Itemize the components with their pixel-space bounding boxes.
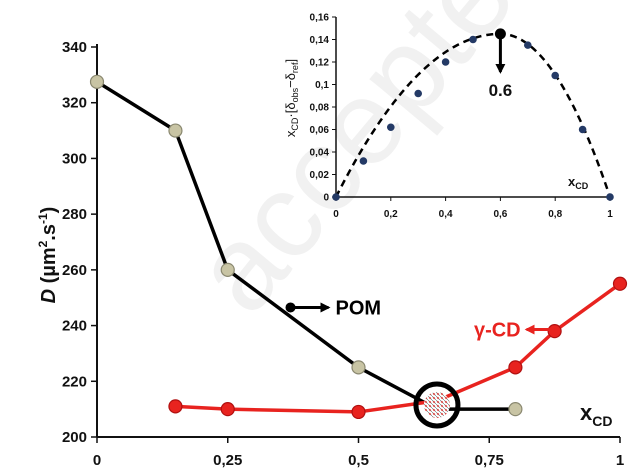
data-point xyxy=(508,402,523,417)
y-tick-label: 220 xyxy=(62,373,87,390)
inset-y-tick-label: 0,16 xyxy=(310,13,330,24)
data-point xyxy=(89,74,105,89)
main-tick-labels: 200 220 240 260 280 300 320 340 0 0,25 0,5 0,75 1 xyxy=(62,39,624,469)
inset-annotations: 0.6 xyxy=(489,28,513,100)
x-tick-label: 1 xyxy=(616,452,624,469)
inset-y-tick-label: 0,1 xyxy=(315,80,329,91)
y-axis-symbol: D xyxy=(38,289,60,303)
inset-x-tick-label: 0,6 xyxy=(493,209,507,220)
data-point xyxy=(168,399,183,414)
inset-y-tick-label: 0,06 xyxy=(310,125,330,136)
inset-data-point xyxy=(414,89,423,98)
inset-data-point xyxy=(387,123,395,132)
inset-data-point xyxy=(578,125,587,134)
y-axis-label: D (µm2.s-1) xyxy=(36,207,60,304)
data-point xyxy=(508,360,523,375)
gamma-cd-label: γ-CD xyxy=(474,320,521,342)
watermark-text: accepted xyxy=(167,0,583,337)
inset-data-point xyxy=(441,58,450,66)
data-point xyxy=(612,276,628,291)
inset-data-point xyxy=(551,71,559,80)
x-tick-label: 0,75 xyxy=(475,452,504,469)
series-line-pom xyxy=(96,80,516,411)
inset-y-tick-label: 0 xyxy=(323,193,329,204)
x-tick-label: 0 xyxy=(93,452,101,469)
inset-x-tick-label: 0,4 xyxy=(439,209,453,220)
y-tick-label: 240 xyxy=(62,318,87,335)
inset-data-point xyxy=(359,157,368,165)
y-tick-label: 340 xyxy=(62,39,87,56)
data-point xyxy=(351,404,366,420)
inset-data-point xyxy=(469,35,477,44)
data-point xyxy=(547,324,562,339)
y-tick-label: 200 xyxy=(62,429,87,446)
y-tick-label: 320 xyxy=(62,95,87,112)
data-point xyxy=(220,262,235,277)
x-tick-label: 0,5 xyxy=(348,452,369,469)
main-annotations: POM γ-CD xyxy=(285,297,555,429)
inset-x-tick-label: 0,2 xyxy=(384,209,398,220)
data-point xyxy=(168,123,183,138)
inset-y-tick-label: 0,12 xyxy=(310,58,330,69)
y-tick-label: 260 xyxy=(62,262,87,279)
y-tick-label: 280 xyxy=(62,206,87,223)
main-axes xyxy=(91,44,621,443)
overlap-fill xyxy=(423,391,450,418)
inset-y-axis-label: xCD·[δobs−δref] xyxy=(283,59,300,137)
inset-x-tick-label: 0 xyxy=(333,209,339,220)
inset-y-tick-label: 0,04 xyxy=(310,148,330,159)
inset-x-tick-label: 0,8 xyxy=(548,209,562,220)
highlight-circle xyxy=(413,381,461,429)
inset-x-tick-label: 1 xyxy=(607,209,613,220)
inset-x-axis-label: xCD xyxy=(568,174,589,191)
inset-tick-labels: 0 0,02 0,04 0,06 0,08 0,1 0,12 0,14 0,16 0 0,2 0,4 0… xyxy=(310,13,614,221)
main-plot: 200 220 240 260 280 300 320 340 0 0,25 0,5 0,75 1 PO… xyxy=(62,39,628,469)
data-point xyxy=(351,360,366,375)
inset-peak-label: 0.6 xyxy=(489,81,513,100)
inset-y-tick-label: 0,08 xyxy=(310,103,330,114)
inset-fit-curve xyxy=(334,32,612,198)
inset-peak-dot xyxy=(494,28,506,40)
inset-data-point xyxy=(606,193,614,201)
inset-plot: 0 0,02 0,04 0,06 0,08 0,1 0,12 0,14 0,16 0 0,2 0,4 0… xyxy=(310,13,614,221)
inset-y-tick-label: 0,14 xyxy=(310,35,330,46)
inset-y-tick-label: 0,02 xyxy=(310,170,330,181)
x-tick-label: 0,25 xyxy=(213,452,242,469)
inset-data-point xyxy=(524,41,532,49)
x-axis-label: xCD xyxy=(580,400,612,429)
pom-label: POM xyxy=(336,297,382,319)
inset-data-point xyxy=(332,193,340,201)
y-tick-label: 300 xyxy=(62,150,87,167)
data-point xyxy=(220,402,235,417)
